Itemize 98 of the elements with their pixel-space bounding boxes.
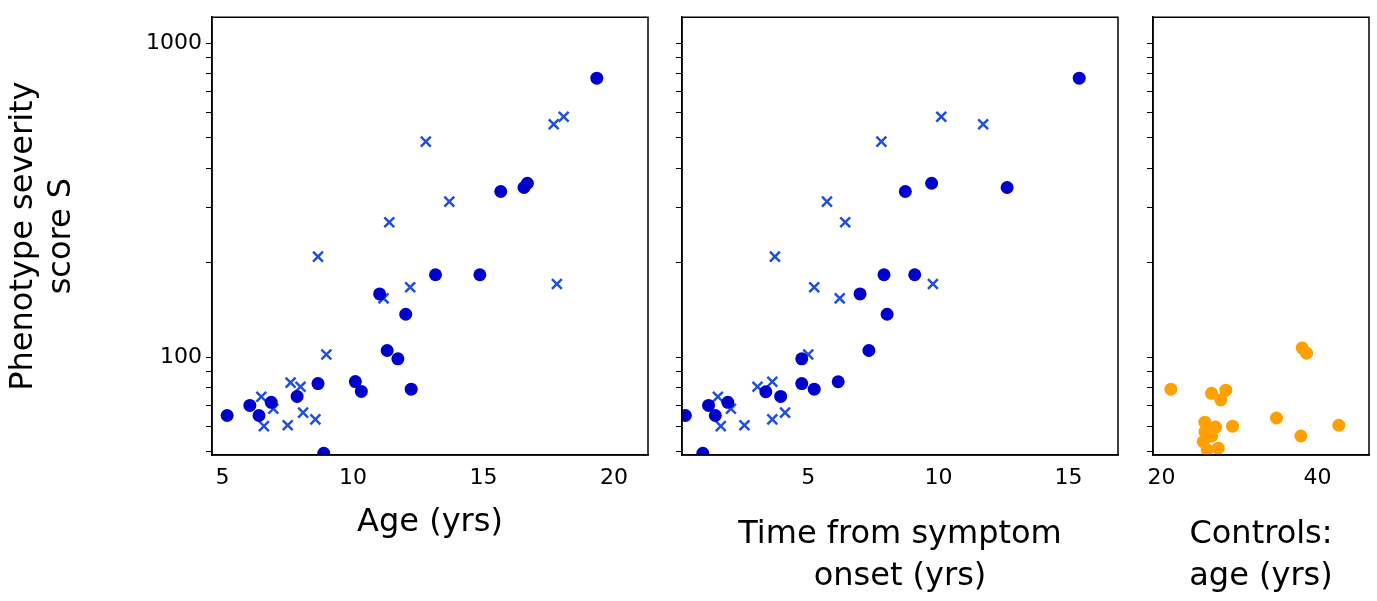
- point: [1294, 429, 1308, 443]
- point: [1214, 393, 1228, 407]
- point: [1164, 382, 1178, 396]
- point: [768, 250, 782, 263]
- point: [751, 380, 764, 393]
- point: [1200, 443, 1214, 455]
- point: [419, 135, 433, 148]
- point: [795, 377, 809, 391]
- point: [294, 380, 307, 393]
- point: [721, 395, 735, 409]
- point: [243, 398, 257, 412]
- point: [428, 268, 442, 282]
- point: [590, 71, 604, 85]
- point: [759, 385, 773, 399]
- point: [252, 408, 266, 422]
- point: [443, 195, 456, 208]
- point: [831, 375, 845, 389]
- point: [853, 287, 867, 301]
- point: [724, 402, 738, 415]
- point: [862, 344, 876, 358]
- point: [311, 250, 325, 263]
- point: [380, 344, 394, 358]
- point: [354, 384, 368, 398]
- point: [557, 110, 570, 123]
- point: [880, 307, 894, 321]
- x-tick-label: 15: [469, 463, 498, 489]
- point: [1300, 346, 1314, 360]
- point: [711, 390, 725, 403]
- point: [1211, 441, 1225, 455]
- x-axis-title: Time from symptom onset (yrs): [737, 512, 1062, 593]
- point: [296, 406, 310, 419]
- point: [1332, 418, 1346, 432]
- point: [550, 277, 564, 291]
- point: [281, 419, 294, 432]
- point: [807, 382, 821, 396]
- point: [708, 408, 722, 422]
- point: [320, 348, 333, 361]
- point: [264, 395, 278, 409]
- point: [404, 382, 418, 396]
- point: [778, 406, 792, 419]
- point: [839, 216, 852, 229]
- point: [898, 185, 912, 199]
- point: [808, 281, 821, 294]
- point: [267, 402, 280, 415]
- point: [473, 268, 487, 282]
- point: [255, 390, 268, 403]
- point: [311, 377, 325, 391]
- point: [494, 185, 508, 199]
- point: [284, 376, 297, 389]
- point: [875, 135, 888, 148]
- point: [257, 419, 271, 433]
- point: [926, 277, 940, 291]
- point: [220, 408, 234, 422]
- point: [766, 413, 779, 426]
- point: [766, 375, 779, 388]
- point: [1072, 71, 1086, 85]
- point: [1205, 386, 1219, 400]
- x-tick-label: 5: [215, 463, 230, 489]
- point: [348, 375, 362, 389]
- point: [935, 110, 948, 123]
- point: [925, 176, 939, 190]
- point: [1270, 411, 1284, 425]
- point: [1219, 383, 1233, 397]
- point: [774, 389, 788, 403]
- point: [1000, 181, 1014, 195]
- point: [377, 292, 390, 305]
- point: [391, 352, 405, 366]
- y-axis-title: Phenotype severity score S: [1, 81, 78, 391]
- y-tick-label: 100: [160, 342, 202, 368]
- point: [1226, 419, 1240, 433]
- point: [976, 118, 990, 131]
- point: [399, 307, 413, 321]
- point: [738, 419, 751, 432]
- point: [833, 292, 846, 305]
- y-tick-label: 1000: [146, 28, 202, 54]
- x-tick-label: 10: [924, 463, 953, 489]
- x-axis-title: Age (yrs): [357, 500, 503, 539]
- x-tick-label: 15: [1054, 463, 1083, 489]
- point: [714, 419, 727, 433]
- x-tick-label: 20: [1147, 463, 1176, 489]
- point: [290, 389, 304, 403]
- point: [309, 413, 322, 426]
- x-axis-title: Controls: age (yrs): [1189, 512, 1333, 593]
- point: [373, 287, 387, 301]
- point: [795, 352, 809, 366]
- point: [520, 176, 534, 190]
- point: [820, 195, 834, 208]
- x-tick-label: 40: [1303, 463, 1332, 489]
- point: [908, 268, 922, 282]
- x-tick-label: 10: [338, 463, 367, 489]
- point: [877, 268, 891, 282]
- point: [702, 398, 716, 412]
- point: [547, 118, 560, 131]
- x-tick-label: 20: [600, 463, 629, 489]
- point: [383, 216, 396, 229]
- point: [802, 348, 815, 361]
- point: [403, 281, 417, 294]
- x-tick-label: 5: [801, 463, 816, 489]
